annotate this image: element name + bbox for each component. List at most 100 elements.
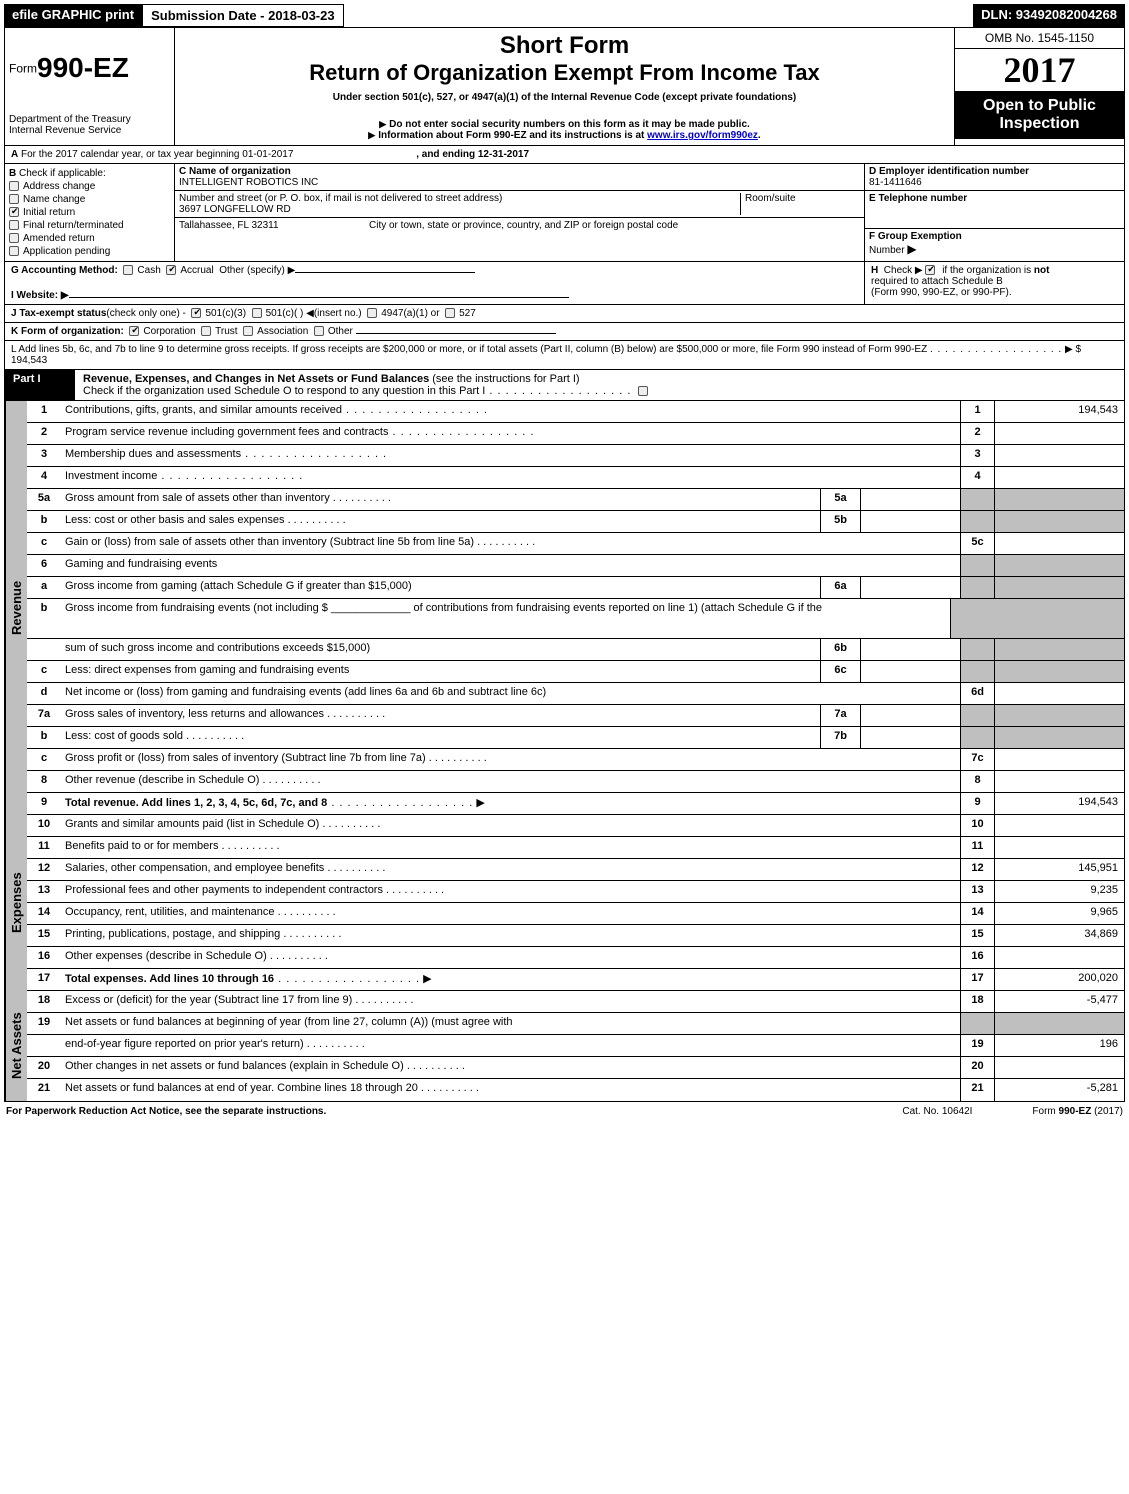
street-label: Number and street (or P. O. box, if mail… xyxy=(179,193,740,204)
l-text: L Add lines 5b, 6c, and 7b to line 9 to … xyxy=(11,344,927,355)
dept-irs: Internal Revenue Service xyxy=(9,125,170,136)
line-7a: 7a Gross sales of inventory, less return… xyxy=(27,705,1124,727)
section-g-h-i: G Accounting Method: Cash Accrual Other … xyxy=(4,262,1125,305)
line-7b: b Less: cost of goods sold 7b xyxy=(27,727,1124,749)
part1-badge: Part I xyxy=(5,370,75,400)
line-6: 6 Gaming and fundraising events xyxy=(27,555,1124,577)
do-not-enter: Do not enter social security numbers on … xyxy=(179,119,950,130)
city-value: Tallahassee, FL 32311 xyxy=(179,220,349,231)
k-opt0: Corporation xyxy=(143,326,195,337)
checkbox-application-pending[interactable] xyxy=(9,246,19,256)
k-label: K Form of organization: xyxy=(11,326,124,337)
check-if-applicable: B Check if applicable: Address change Na… xyxy=(5,164,175,261)
part1-title-suffix: (see the instructions for Part I) xyxy=(432,373,579,385)
checkbox-h[interactable] xyxy=(925,265,935,275)
k-opt3: Other xyxy=(328,326,353,337)
gh-left: G Accounting Method: Cash Accrual Other … xyxy=(5,262,864,304)
checkbox-501c3[interactable] xyxy=(191,308,201,318)
e-label: E Telephone number xyxy=(869,193,1120,204)
checkbox-cash[interactable] xyxy=(123,265,133,275)
form-number: 990-EZ xyxy=(37,52,129,83)
net-assets-lines: 18 Excess or (deficit) for the year (Sub… xyxy=(27,991,1124,1101)
checkbox-accrual[interactable] xyxy=(166,265,176,275)
line-4: 4 Investment income 4 xyxy=(27,467,1124,489)
room-label: Room/suite xyxy=(745,193,860,204)
tax-year: 2017 xyxy=(955,49,1124,91)
checkbox-initial-return[interactable] xyxy=(9,207,19,217)
net-assets-section: Net Assets 18 Excess or (deficit) for th… xyxy=(4,991,1125,1102)
line-5b: b Less: cost or other basis and sales ex… xyxy=(27,511,1124,533)
omb-number: OMB No. 1545-1150 xyxy=(955,28,1124,49)
checkbox-trust[interactable] xyxy=(201,326,211,336)
dln-badge: DLN: 93492082004268 xyxy=(973,4,1125,27)
line-8: 8 Other revenue (describe in Schedule O)… xyxy=(27,771,1124,793)
street-value: 3697 LONGFELLOW RD xyxy=(179,204,740,215)
info-prefix: Information about Form 990-EZ and its in… xyxy=(378,130,647,141)
checkbox-name-change[interactable] xyxy=(9,194,19,204)
line-9: 9 Total revenue. Add lines 1, 2, 3, 4, 5… xyxy=(27,793,1124,815)
footer-mid: Cat. No. 10642I xyxy=(902,1106,972,1117)
dept-treasury: Department of the Treasury xyxy=(9,114,170,125)
j-opt3: 4947(a)(1) or xyxy=(381,308,439,319)
c-value: INTELLIGENT ROBOTICS INC xyxy=(179,177,860,188)
checkbox-other[interactable] xyxy=(314,326,324,336)
submission-date: Submission Date - 2018-03-23 xyxy=(142,4,344,27)
city-label: City or town, state or province, country… xyxy=(349,220,860,231)
line-6b: sum of such gross income and contributio… xyxy=(27,639,1124,661)
i-label: I Website: ▶ xyxy=(11,290,69,301)
f-label: F Group Exemption xyxy=(869,231,962,242)
short-form-title: Short Form xyxy=(179,32,950,60)
part1-title: Revenue, Expenses, and Changes in Net As… xyxy=(83,373,429,385)
top-bar: efile GRAPHIC print Submission Date - 20… xyxy=(4,4,1125,27)
check-label: Check if applicable: xyxy=(19,168,106,179)
info-line: Information about Form 990-EZ and its in… xyxy=(179,130,950,141)
g-accrual: Accrual xyxy=(180,265,213,276)
f-label2: Number xyxy=(869,245,905,256)
section-j: J Tax-exempt status(check only one) - 50… xyxy=(4,305,1125,323)
line-21: 21 Net assets or fund balances at end of… xyxy=(27,1079,1124,1101)
cb-label-2: Initial return xyxy=(23,207,75,218)
info-suffix: . xyxy=(758,130,761,141)
line-10: 10 Grants and similar amounts paid (list… xyxy=(27,815,1124,837)
section-a: A For the 2017 calendar year, or tax yea… xyxy=(4,146,1125,164)
line-6c: c Less: direct expenses from gaming and … xyxy=(27,661,1124,683)
h-text2: if the organization is xyxy=(942,265,1031,276)
info-link[interactable]: www.irs.gov/form990ez xyxy=(647,130,758,141)
cb-label-5: Application pending xyxy=(23,246,110,257)
line-5a: 5a Gross amount from sale of assets othe… xyxy=(27,489,1124,511)
section-b-through-f: B Check if applicable: Address change Na… xyxy=(4,164,1125,262)
checkbox-final-return[interactable] xyxy=(9,220,19,230)
page-footer: For Paperwork Reduction Act Notice, see … xyxy=(4,1102,1125,1121)
return-title: Return of Organization Exempt From Incom… xyxy=(179,60,950,86)
j-opt1: 501(c)(3) xyxy=(205,308,246,319)
j-label: J Tax-exempt status xyxy=(11,308,106,319)
line-19-desc: 19 Net assets or fund balances at beginn… xyxy=(27,1013,1124,1035)
efile-badge: efile GRAPHIC print xyxy=(4,4,142,27)
h-not: not xyxy=(1034,265,1050,276)
header-right: OMB No. 1545-1150 2017 Open to Public In… xyxy=(954,28,1124,145)
j-suffix: (check only one) - xyxy=(106,308,185,319)
checkbox-amended-return[interactable] xyxy=(9,233,19,243)
section-l: L Add lines 5b, 6c, and 7b to line 9 to … xyxy=(4,341,1125,370)
h-label: H xyxy=(871,265,878,276)
checkbox-527[interactable] xyxy=(445,308,455,318)
checkbox-part1-schedule-o[interactable] xyxy=(638,386,648,396)
line-3: 3 Membership dues and assessments 3 xyxy=(27,445,1124,467)
checkbox-corporation[interactable] xyxy=(129,326,139,336)
net-assets-side-label: Net Assets xyxy=(5,991,27,1101)
line-6a: a Gross income from gaming (attach Sched… xyxy=(27,577,1124,599)
revenue-section: Revenue 1 Contributions, gifts, grants, … xyxy=(4,401,1125,815)
under-section: Under section 501(c), 527, or 4947(a)(1)… xyxy=(179,92,950,103)
d-value: 81-1411646 xyxy=(869,177,1120,188)
checkbox-4947[interactable] xyxy=(367,308,377,318)
header-mid: Short Form Return of Organization Exempt… xyxy=(175,28,954,145)
org-info: C Name of organization INTELLIGENT ROBOT… xyxy=(175,164,864,261)
line-17: 17 Total expenses. Add lines 10 through … xyxy=(27,969,1124,991)
section-a-suffix: , and ending 12-31-2017 xyxy=(416,149,529,160)
section-k: K Form of organization: Corporation Trus… xyxy=(4,323,1125,341)
checkbox-501c[interactable] xyxy=(252,308,262,318)
checkbox-address-change[interactable] xyxy=(9,181,19,191)
line-20: 20 Other changes in net assets or fund b… xyxy=(27,1057,1124,1079)
checkbox-association[interactable] xyxy=(243,326,253,336)
h-text4: (Form 990, 990-EZ, or 990-PF). xyxy=(871,287,1012,298)
